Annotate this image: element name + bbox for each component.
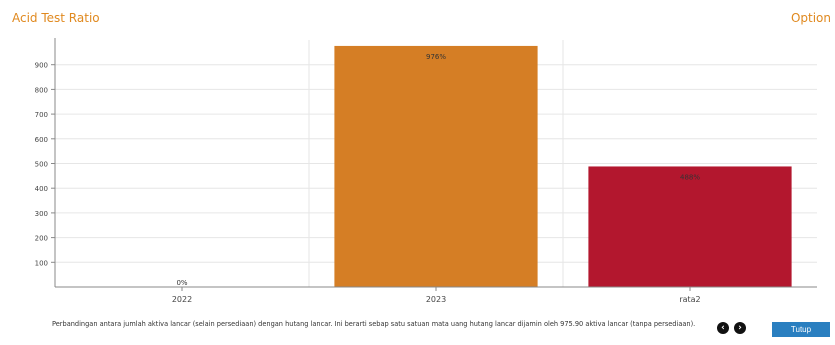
y-tick-label: 300	[35, 210, 48, 218]
option-link[interactable]: Option	[790, 11, 831, 25]
data-label-2022: 0%	[176, 279, 187, 287]
panel-title: Acid Test Ratio	[12, 11, 100, 25]
chevron-left-circle-icon[interactable]: ‹	[717, 322, 729, 334]
y-tick-label: 600	[35, 136, 48, 144]
y-tick-label: 200	[35, 235, 48, 243]
close-button[interactable]: Tutup	[772, 322, 830, 337]
x-tick-label: 2022	[172, 295, 192, 304]
chart-caption: Perbandingan antara jumlah aktiva lancar…	[52, 320, 696, 328]
x-tick-label: rata2	[679, 295, 700, 304]
chevron-right-circle-icon[interactable]: ›	[734, 322, 746, 334]
x-tick-label: 2023	[426, 295, 446, 304]
y-tick-label: 400	[35, 185, 48, 193]
data-label-rata2: 488%	[680, 173, 700, 181]
y-tick-label: 700	[35, 111, 48, 119]
bar-chart: 100 200 300 400 500 600 700 800 900 0% 2022 976% 202…	[35, 38, 817, 304]
bar-2023	[334, 45, 538, 287]
bar-rata2	[588, 166, 792, 287]
y-tick-label: 100	[35, 259, 48, 267]
y-tick-label: 500	[35, 161, 48, 169]
y-tick-label: 900	[35, 62, 48, 70]
data-label-2023: 976%	[426, 53, 446, 61]
y-tick-label: 800	[35, 86, 48, 94]
